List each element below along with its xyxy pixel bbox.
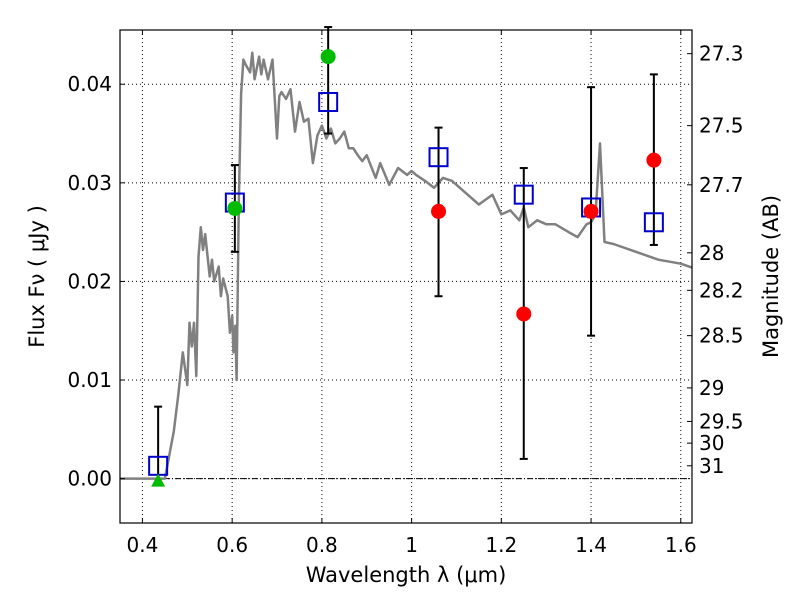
green-detection-point: [320, 49, 336, 65]
y2-tick-label: 28.5: [699, 324, 744, 348]
axis-ticks: 0.4 0.6 0.8 1 1.2 1.4 1.6 0.00 0.01 0.02 0.03 0.04 2…: [67, 30, 744, 557]
model-spectrum-line: [120, 51, 693, 480]
y2-tick-label: 27.7: [699, 173, 744, 197]
x-tick-label: 1.2: [485, 533, 517, 557]
x-tick-label: 0.8: [306, 533, 338, 557]
y-tick-label: 0.00: [67, 467, 112, 491]
y2-tick-label: 28.2: [699, 278, 744, 302]
x-tick-label: 1.4: [575, 533, 607, 557]
y2-tick-label: 27.5: [699, 114, 744, 138]
model-spectrum-layer: [120, 51, 693, 480]
red-measurement-point: [646, 152, 662, 168]
x-tick-label: 0.6: [216, 533, 248, 557]
y-tick-label: 0.02: [67, 269, 112, 293]
x-axis-title: Wavelength λ (μm): [306, 563, 507, 587]
photometry-points-layer: [148, 26, 664, 487]
red-measurement-point: [583, 203, 599, 219]
plot-frame: [119, 29, 693, 524]
grid-lines: [120, 30, 692, 523]
y2-tick-label: 29.5: [699, 409, 744, 433]
y-tick-label: 0.03: [67, 171, 112, 195]
red-measurement-point: [516, 306, 532, 322]
x-tick-label: 1: [405, 533, 418, 557]
y2-tick-label: 30: [699, 431, 724, 455]
y2-tick-label: 29: [699, 376, 724, 400]
y2-tick-label: 28: [699, 241, 724, 265]
upper-limit-triangle: [151, 473, 166, 487]
x-tick-label: 1.6: [665, 533, 697, 557]
x-tick-label: 0.4: [127, 533, 159, 557]
y2-axis-title: Magnitude (AB): [759, 195, 783, 358]
model-photometry-square: [428, 147, 449, 168]
red-measurement-point: [431, 203, 447, 219]
model-photometry-square: [318, 91, 339, 112]
model-photometry-square: [643, 212, 664, 233]
y2-tick-label: 31: [699, 454, 724, 478]
y-axis-title: Flux Fν ( μJy ): [25, 205, 49, 348]
green-detection-point: [227, 200, 243, 216]
y-tick-label: 0.04: [67, 72, 112, 96]
y-tick-label: 0.01: [67, 368, 112, 392]
model-photometry-square: [513, 184, 534, 205]
y2-tick-label: 27.3: [699, 42, 744, 66]
